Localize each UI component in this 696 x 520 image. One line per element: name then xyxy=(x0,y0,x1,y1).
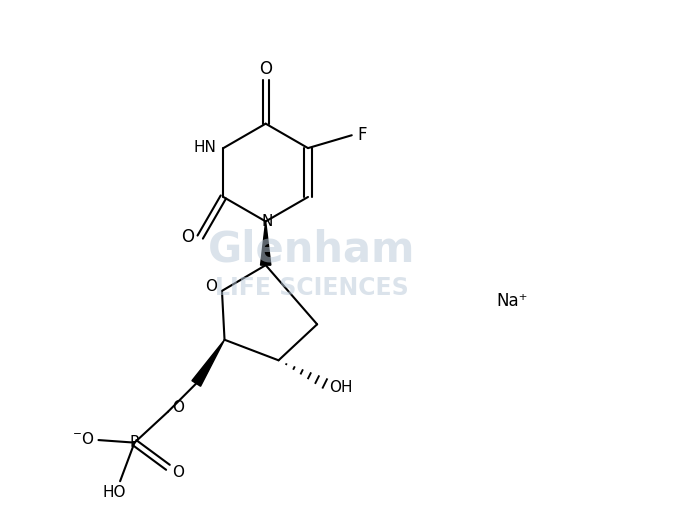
Text: LIFE SCIENCES: LIFE SCIENCES xyxy=(215,276,409,300)
Text: O: O xyxy=(181,228,194,246)
Text: O: O xyxy=(172,400,184,415)
Text: Na⁺: Na⁺ xyxy=(497,292,528,310)
Text: $^{-}$O: $^{-}$O xyxy=(72,431,95,447)
Text: P: P xyxy=(130,435,139,450)
Text: HN: HN xyxy=(194,139,216,154)
Text: F: F xyxy=(357,126,367,144)
Polygon shape xyxy=(192,340,225,386)
Text: OH: OH xyxy=(330,380,353,395)
Text: O: O xyxy=(205,279,216,294)
Polygon shape xyxy=(260,222,271,265)
Text: Glenham: Glenham xyxy=(208,229,416,271)
Text: HO: HO xyxy=(102,485,126,500)
Text: O: O xyxy=(172,465,184,480)
Text: N: N xyxy=(261,214,272,229)
Text: O: O xyxy=(259,60,272,77)
